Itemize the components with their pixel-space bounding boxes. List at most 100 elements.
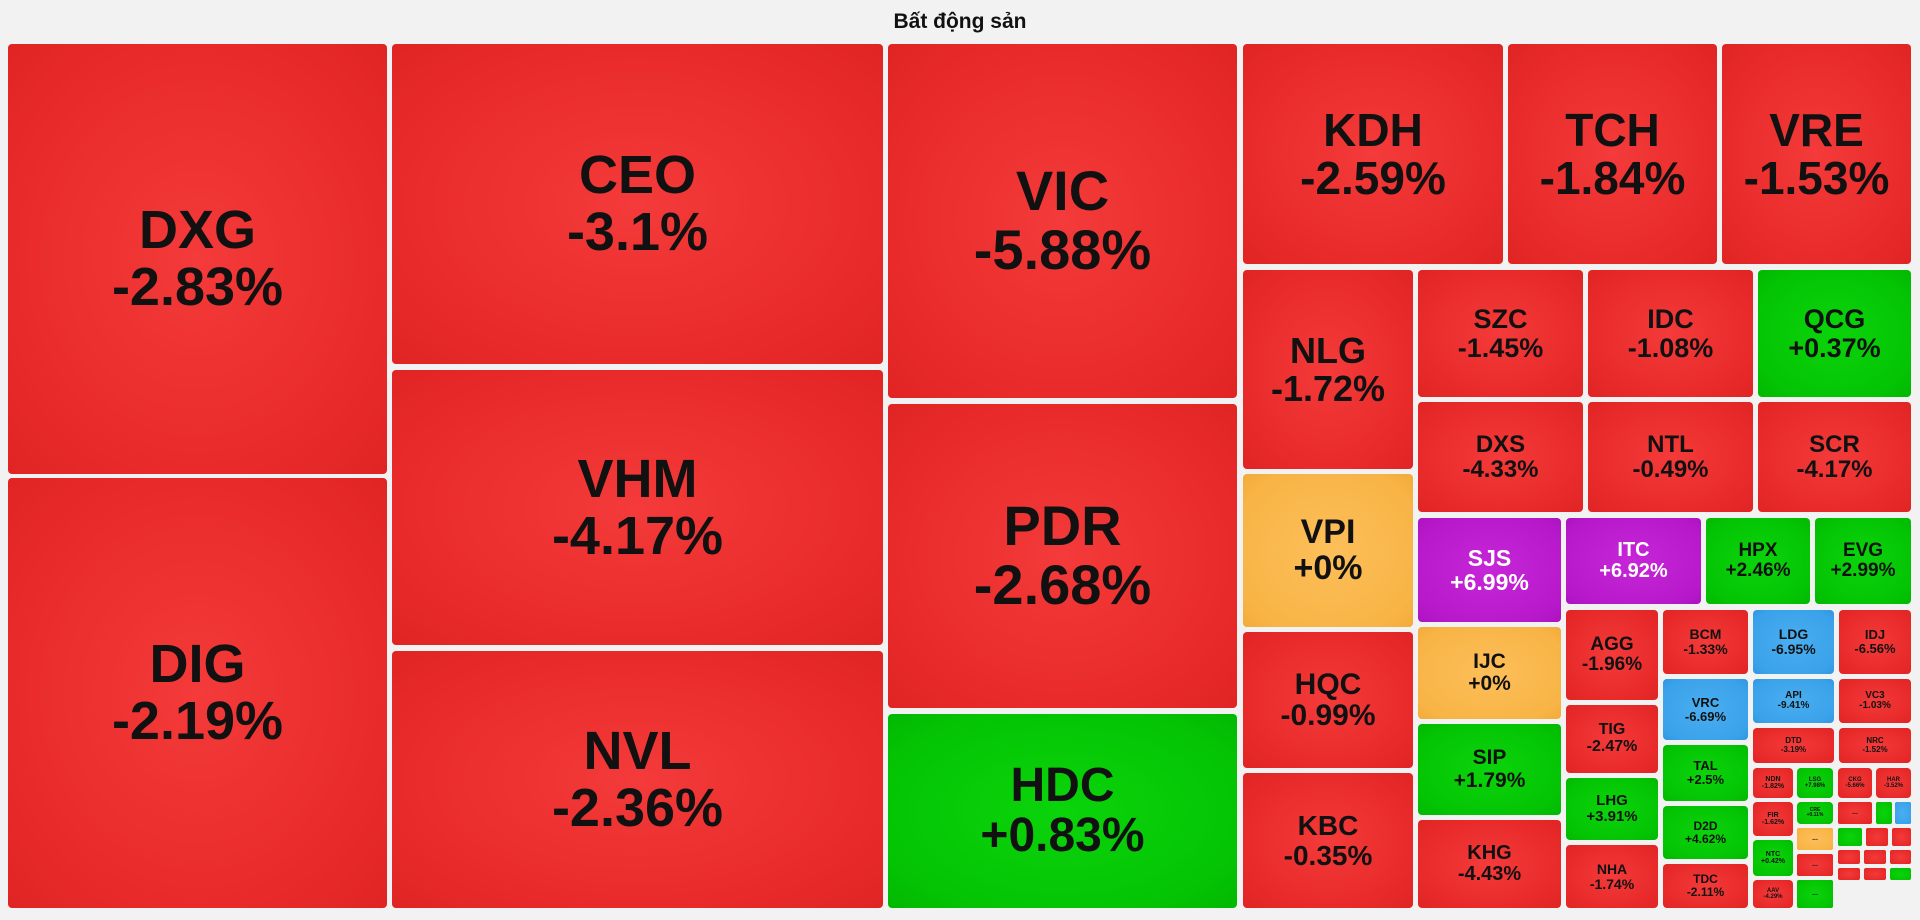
- tile-ticker: TCH: [1565, 103, 1660, 156]
- tile-kdh[interactable]: KDH -2.59%: [1243, 44, 1503, 264]
- tile-change: +0.83%: [980, 809, 1145, 862]
- tile-change: -2.68%: [973, 553, 1152, 616]
- tile-pdr[interactable]: PDR -2.68%: [888, 404, 1237, 708]
- tile-sjs[interactable]: SJS +6.99%: [1418, 518, 1561, 622]
- tile-change: +2.46%: [1725, 560, 1791, 581]
- tile-lsg[interactable]: LSG +7.98%: [1797, 768, 1833, 798]
- tile-ticker: VC3: [1865, 689, 1885, 701]
- tile-ceo[interactable]: CEO -3.1%: [392, 44, 883, 364]
- tile-lhg[interactable]: LHG +3.91%: [1566, 778, 1658, 840]
- tile-change: +6.99%: [1450, 569, 1529, 595]
- tile-change: -2.36%: [551, 777, 724, 838]
- tile-bcm[interactable]: BCM -1.33%: [1663, 610, 1748, 674]
- tile-szc[interactable]: SZC -1.45%: [1418, 270, 1583, 397]
- tile-itc[interactable]: ITC +6.92%: [1566, 518, 1701, 604]
- minor-tile-label: ...: [1812, 835, 1818, 843]
- minor-tile[interactable]: [1864, 868, 1886, 880]
- tile-dig[interactable]: DIG -2.19%: [8, 478, 387, 908]
- tile-ntc[interactable]: NTC +0.42%: [1753, 840, 1793, 876]
- tile-dxs[interactable]: DXS -4.33%: [1418, 402, 1583, 512]
- tile-change: -1.45%: [1457, 332, 1544, 363]
- tile-ticker: VHM: [577, 448, 698, 509]
- tile-hdc[interactable]: HDC +0.83%: [888, 714, 1237, 908]
- tile-ticker: IDC: [1647, 304, 1694, 335]
- tile-ticker: SZC: [1473, 304, 1528, 335]
- minor-tile[interactable]: [1890, 868, 1911, 880]
- tile-change: -1.62%: [1761, 819, 1785, 826]
- tile-vic[interactable]: VIC -5.88%: [888, 44, 1237, 398]
- tile-ticker: IJC: [1473, 649, 1506, 673]
- tile-ticker: PDR: [1003, 494, 1122, 558]
- tile-vhm[interactable]: VHM -4.17%: [392, 370, 883, 645]
- tile-ticker: NLG: [1290, 329, 1366, 371]
- tile-change: -2.11%: [1686, 885, 1725, 899]
- tile-change: +0%: [1293, 548, 1363, 587]
- tile-vrc[interactable]: VRC -6.69%: [1663, 679, 1748, 740]
- tile-agg[interactable]: AGG -1.96%: [1566, 610, 1658, 700]
- tile-hqc[interactable]: HQC -0.99%: [1243, 632, 1413, 768]
- tile-ticker: FIR: [1767, 811, 1779, 819]
- tile-kbc[interactable]: KBC -0.35%: [1243, 773, 1413, 908]
- tile-api[interactable]: API -9.41%: [1753, 679, 1834, 723]
- tile-har[interactable]: HAR -3.52%: [1876, 768, 1911, 798]
- minor-tile[interactable]: [1864, 850, 1886, 864]
- tile-change: -3.52%: [1883, 783, 1903, 789]
- tile-nha[interactable]: NHA -1.74%: [1566, 845, 1658, 908]
- tile-hpx[interactable]: HPX +2.46%: [1706, 518, 1810, 604]
- tile-ticker: CKG: [1848, 776, 1862, 783]
- tile-change: -0.35%: [1283, 839, 1373, 871]
- tile-ckg[interactable]: CKG -5.66%: [1838, 768, 1872, 798]
- tile-dtd[interactable]: DTD -3.19%: [1753, 728, 1834, 763]
- tile-tig[interactable]: TIG -2.47%: [1566, 705, 1658, 773]
- tile-change: -1.33%: [1683, 641, 1728, 657]
- tile-sip[interactable]: SIP +1.79%: [1418, 724, 1561, 815]
- tile-vpi[interactable]: VPI +0%: [1243, 474, 1413, 627]
- minor-tile[interactable]: [1838, 850, 1860, 864]
- tile-fir[interactable]: FIR -1.62%: [1753, 802, 1793, 836]
- tile-change: -1.53%: [1743, 152, 1890, 204]
- tile-ticker: CEO: [578, 145, 697, 206]
- minor-tile[interactable]: ...: [1797, 854, 1833, 876]
- minor-tile[interactable]: [1838, 828, 1862, 846]
- tile-d2d[interactable]: D2D +4.62%: [1663, 806, 1748, 859]
- tile-idc[interactable]: IDC -1.08%: [1588, 270, 1753, 397]
- tile-ldg[interactable]: LDG -6.95%: [1753, 610, 1834, 674]
- tile-aav[interactable]: AAV -4.29%: [1753, 880, 1793, 908]
- minor-tile[interactable]: [1838, 868, 1860, 880]
- minor-tile[interactable]: [1890, 850, 1911, 864]
- tile-qcg[interactable]: QCG +0.37%: [1758, 270, 1911, 397]
- tile-ticker: DTD: [1785, 736, 1802, 746]
- minor-tile[interactable]: ...: [1838, 802, 1872, 824]
- tile-ticker: KDH: [1323, 103, 1423, 156]
- tile-ndn[interactable]: NDN -1.82%: [1753, 768, 1793, 798]
- chart-title: Bất động sản: [893, 10, 1027, 33]
- tile-nvl[interactable]: NVL -2.36%: [392, 651, 883, 908]
- tile-scr[interactable]: SCR -4.17%: [1758, 402, 1911, 512]
- tile-tch[interactable]: TCH -1.84%: [1508, 44, 1717, 264]
- tile-vre[interactable]: VRE -1.53%: [1722, 44, 1911, 264]
- tile-ticker: LHG: [1596, 792, 1628, 810]
- tile-change: +0.37%: [1788, 332, 1881, 363]
- tile-nlg[interactable]: NLG -1.72%: [1243, 270, 1413, 469]
- tile-ticker: VRC: [1691, 694, 1720, 710]
- minor-tile[interactable]: [1895, 802, 1911, 824]
- tile-ticker: LDG: [1778, 626, 1809, 643]
- tile-ntl[interactable]: NTL -0.49%: [1588, 402, 1753, 512]
- tile-nrc[interactable]: NRC -1.52%: [1839, 728, 1911, 763]
- tile-evg[interactable]: EVG +2.99%: [1815, 518, 1911, 604]
- minor-tile[interactable]: ...: [1797, 880, 1833, 908]
- minor-tile[interactable]: [1876, 802, 1892, 824]
- minor-tile[interactable]: ...: [1797, 828, 1833, 850]
- tile-idj[interactable]: IDJ -6.56%: [1839, 610, 1911, 674]
- tile-vc3[interactable]: VC3 -1.03%: [1839, 679, 1911, 723]
- tile-tal[interactable]: TAL +2.5%: [1663, 745, 1748, 801]
- tile-cre[interactable]: CRE +0.11%: [1797, 802, 1833, 824]
- minor-tile[interactable]: [1866, 828, 1888, 846]
- minor-tile[interactable]: [1892, 828, 1911, 846]
- tile-tdc[interactable]: TDC -2.11%: [1663, 864, 1748, 908]
- tile-ticker: NVL: [583, 720, 692, 781]
- tile-khg[interactable]: KHG -4.43%: [1418, 820, 1561, 908]
- tile-change: -6.69%: [1684, 708, 1727, 724]
- tile-ijc[interactable]: IJC +0%: [1418, 627, 1561, 719]
- tile-dxg[interactable]: DXG -2.83%: [8, 44, 387, 474]
